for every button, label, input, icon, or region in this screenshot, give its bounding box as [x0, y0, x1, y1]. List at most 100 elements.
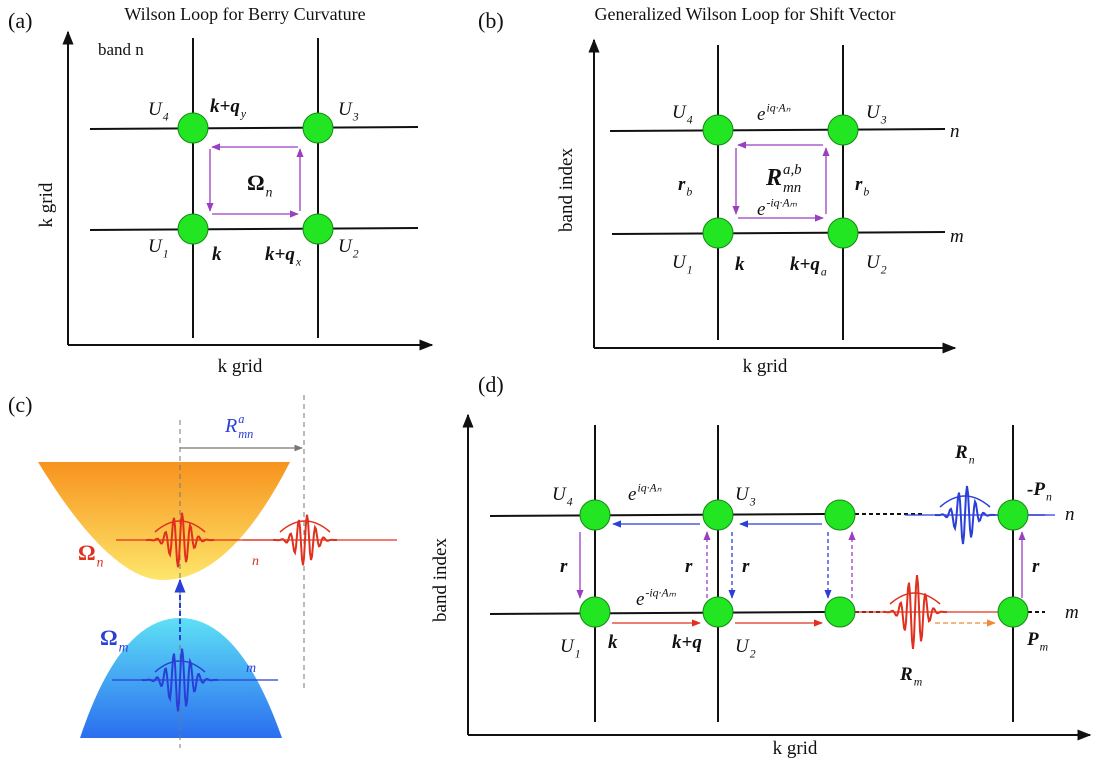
label-sup: a,b: [783, 162, 802, 178]
line: [89, 227, 419, 231]
label: n: [1065, 504, 1075, 525]
line: [489, 513, 826, 517]
label-text: U: [148, 99, 163, 120]
label-text: k: [212, 244, 222, 265]
label-text: band index: [430, 538, 451, 622]
label: k: [735, 254, 745, 275]
node: [702, 596, 734, 628]
panel-tag: (b): [478, 8, 504, 33]
label-text: r: [560, 556, 568, 577]
label: band n: [98, 40, 144, 59]
label: k+q: [672, 632, 702, 653]
label-sub: 2: [353, 248, 359, 261]
label-text: r: [742, 556, 750, 577]
label-sub: 1: [575, 648, 581, 661]
label: e iq·Aₙ: [628, 481, 662, 505]
node: [302, 112, 334, 144]
conduction-band: [38, 462, 290, 580]
label: band index: [430, 538, 451, 622]
label-text: k: [735, 254, 745, 275]
spin-arrow: [939, 495, 991, 508]
label-sub: 3: [880, 114, 887, 127]
line: [609, 128, 946, 132]
node: [827, 217, 859, 249]
node: [997, 596, 1029, 628]
label-sub: b: [863, 186, 869, 199]
label-text: U: [735, 484, 750, 505]
label: m: [950, 226, 964, 247]
label: k grid: [743, 356, 788, 377]
label-text: band index: [556, 148, 577, 232]
label-sub: 4: [567, 496, 573, 509]
label-sub: b: [686, 186, 692, 199]
node: [824, 596, 856, 628]
label-sub: 4: [163, 111, 169, 124]
label: k+q x: [265, 244, 302, 269]
label: e iq·Aₙ: [757, 101, 791, 125]
label: k+q y: [210, 96, 247, 121]
label-text: n: [950, 121, 960, 142]
label: r: [742, 556, 750, 577]
label-text: k grid: [218, 356, 263, 377]
label-text: R: [954, 442, 968, 463]
label-sub: m: [119, 640, 129, 655]
label-text: k+q: [672, 632, 702, 653]
node: [827, 114, 859, 146]
label-text: U: [338, 236, 353, 257]
label-text: Ω: [100, 625, 118, 650]
label-text: r: [1032, 556, 1040, 577]
label: m: [246, 661, 256, 676]
label-sub: 3: [749, 496, 756, 509]
wave-packet: [934, 485, 996, 545]
line: [89, 126, 419, 130]
label: k grid: [36, 182, 57, 227]
node: [702, 217, 734, 249]
label-text: Ω: [247, 170, 265, 195]
label-text: e: [757, 104, 765, 125]
label-sub: 4: [687, 114, 693, 127]
line: [611, 231, 946, 235]
label-text: n: [252, 554, 259, 569]
label-text: k grid: [773, 738, 818, 759]
label-text: band n: [98, 40, 144, 59]
label-sub: 3: [352, 111, 359, 124]
label-text: U: [338, 99, 353, 120]
label-sub: 2: [750, 648, 756, 661]
label-sub: m: [914, 676, 923, 689]
node: [579, 499, 611, 531]
label-text: P: [1026, 629, 1039, 650]
label-text: k grid: [36, 182, 57, 227]
wave-packet: [145, 512, 215, 568]
label-sub: y: [240, 108, 247, 121]
node: [997, 499, 1029, 531]
label-text: U: [672, 252, 687, 273]
label-sub: n: [1046, 491, 1052, 504]
label: r: [1032, 556, 1040, 577]
label: k grid: [218, 356, 263, 377]
label-text: k grid: [743, 356, 788, 377]
label-sup: a: [238, 412, 244, 426]
label-sub: n: [97, 555, 104, 570]
label-text: e: [628, 484, 636, 505]
label-text: m: [246, 661, 256, 676]
spin-arrow: [889, 592, 941, 605]
label-text: U: [552, 484, 567, 505]
label-text: r: [855, 174, 863, 195]
label-sup: iq·Aₙ: [637, 481, 661, 494]
node: [702, 499, 734, 531]
label: m: [1065, 602, 1079, 623]
